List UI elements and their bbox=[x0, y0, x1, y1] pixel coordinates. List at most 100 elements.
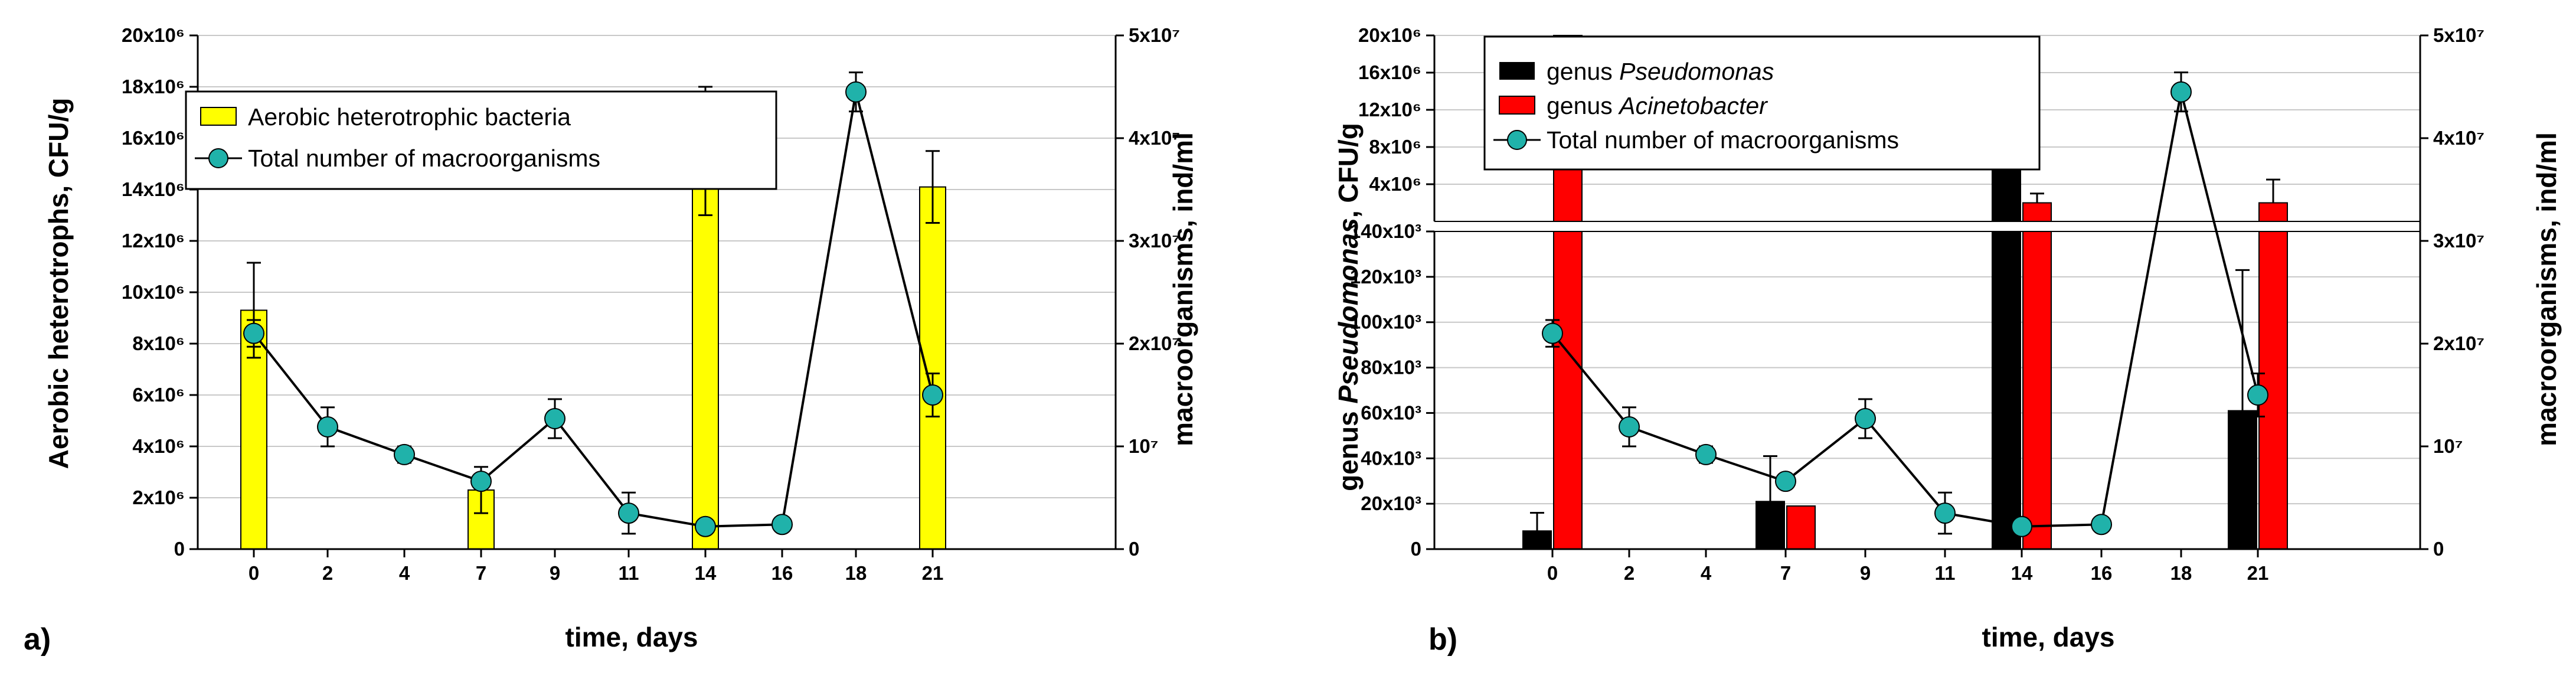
panel-b-y-tick-label: 120x10³ bbox=[1350, 266, 1421, 288]
panel-a-x-tick-label: 18 bbox=[845, 562, 867, 584]
panel-a-y2-tick-label: 5x10⁷ bbox=[1129, 24, 1180, 46]
panel-b-legend-line-text: Total number of macroorganisms bbox=[1547, 126, 1899, 154]
panel-a-chart: 0 2x10⁶ 4x10⁶ 6x10⁶ 8x10⁶ 10x10⁶ 12x10⁶ 14x10⁶ 1… bbox=[122, 24, 1180, 584]
panel-a-x-tick-label: 2 bbox=[322, 562, 333, 584]
panel-b-legend-black-swatch bbox=[1499, 62, 1535, 80]
panel-b-point-day-14 bbox=[2011, 515, 2032, 537]
panel-b-x-tick-label: 21 bbox=[2247, 562, 2269, 584]
panel-b-legend-red-italic: Acinetobacter bbox=[1617, 92, 1768, 119]
panel-a-y-tick-label: 2x10⁶ bbox=[132, 487, 185, 508]
panel-b-bar-acinetobacter-day-21 bbox=[2258, 202, 2288, 550]
panel-b-bar-pseudomonas-day-7 bbox=[1756, 501, 1785, 550]
panel-a-y-tick-label: 10x10⁶ bbox=[122, 281, 185, 303]
panel-a-point-day-9 bbox=[544, 408, 565, 430]
panel-a-y2-tick-label: 0 bbox=[1129, 538, 1139, 560]
panel-a-x-axis-label: time, days bbox=[565, 622, 698, 652]
panel-b-y-tick-label-upper: 8x10⁶ bbox=[1369, 136, 1421, 158]
panel-b-y-tick-label-upper: 4x10⁶ bbox=[1369, 173, 1421, 195]
panel-b-legend-red-prefix: genus bbox=[1547, 92, 1619, 119]
panel-a-y-tick-label: 18x10⁶ bbox=[122, 76, 185, 97]
panel-b-y-tick-label: 100x10³ bbox=[1350, 311, 1421, 333]
panel-a-point-day-21 bbox=[922, 384, 943, 406]
panel-a-y2-tick-label: 3x10⁷ bbox=[1129, 230, 1180, 252]
panel-a-y-tick-label: 0 bbox=[174, 538, 185, 560]
panel-b-legend-black-italic: Pseudomonas bbox=[1619, 58, 1774, 85]
panel-a-point-day-0 bbox=[243, 322, 264, 344]
panel-b-y-tick-label-upper: 12x10⁶ bbox=[1358, 99, 1421, 120]
panel-b-legend-red-swatch bbox=[1499, 96, 1535, 115]
panel-b-point-day-9 bbox=[1855, 408, 1876, 430]
panel-b-axis-break-gap bbox=[1423, 221, 2432, 231]
panel-b-legend-marker-swatch bbox=[1507, 130, 1527, 150]
panel-b-legend-red-text: genus Acinetobacter bbox=[1547, 92, 1768, 119]
panel-a-legend-bar-swatch bbox=[200, 107, 237, 126]
panel-a-label: a) bbox=[24, 622, 51, 657]
panel-a-legend-marker-swatch bbox=[208, 148, 228, 168]
panel-b-y-tick-label: 20x10³ bbox=[1361, 492, 1421, 514]
panel-a-y2-tick-label: 4x10⁷ bbox=[1129, 127, 1180, 149]
panel-a-y-tick-label: 4x10⁶ bbox=[132, 435, 185, 457]
panel-b-bar-acinetobacter-day-14 bbox=[2022, 202, 2052, 550]
panel-b-bar-acinetobacter-day-7 bbox=[1786, 505, 1816, 550]
panel-b-y-tick-label: 0 bbox=[1411, 538, 1421, 560]
panel-b-y-tick-label: 140x10³ bbox=[1350, 220, 1421, 242]
panel-b-point-day-11 bbox=[1934, 502, 1956, 524]
panel-a-legend-line-text: Total number of macroorganisms bbox=[248, 145, 600, 172]
panel-a-legend: Aerobic heterotrophic bacteria Total num… bbox=[185, 90, 777, 190]
panel-a-y-tick-label: 14x10⁶ bbox=[122, 178, 185, 200]
panel-b-legend: genus Pseudomonas genus Acinetobacter To… bbox=[1483, 35, 2041, 171]
panel-b-y2-tick-label: 5x10⁷ bbox=[2433, 24, 2485, 46]
panel-a-x-tick-label: 4 bbox=[399, 562, 410, 584]
panel-b-point-day-18 bbox=[2170, 81, 2192, 103]
panel-a-y2-tick-label: 2x10⁷ bbox=[1129, 332, 1180, 354]
panel-b-y2-tick-label: 4x10⁷ bbox=[2433, 127, 2485, 149]
panel-a-y2-axis-label: macroorganisms, ind/ml bbox=[1168, 132, 1198, 446]
panel-a-point-day-14 bbox=[695, 515, 716, 537]
panel-a-legend-bars-text: Aerobic heterotrophic bacteria bbox=[248, 103, 571, 130]
panel-a-point-day-7 bbox=[470, 471, 492, 492]
panel-b-x-tick-label: 4 bbox=[1701, 562, 1712, 584]
panel-b-x-tick-label: 2 bbox=[1624, 562, 1634, 584]
panel-b-y-tick-label-upper: 20x10⁶ bbox=[1358, 24, 1421, 46]
panel-a-y-axis-label: Aerobic heterotrophs, CFU/g bbox=[43, 98, 74, 469]
panel-b-macroorganism-line bbox=[1551, 92, 2259, 528]
panel-a-bar-day-21 bbox=[919, 186, 946, 550]
panel-b-y-axis-label-italic: Pseudomonas bbox=[1333, 218, 1364, 403]
panel-a-y-tick-label: 6x10⁶ bbox=[132, 384, 185, 406]
panel-a-point-day-16 bbox=[772, 514, 793, 536]
panel-a-x-tick-label: 9 bbox=[550, 562, 560, 584]
panel-b-x-axis-label: time, days bbox=[1982, 622, 2115, 652]
panel-a-point-day-18 bbox=[845, 81, 867, 103]
panel-a-legend-box bbox=[185, 90, 777, 190]
panel-b-point-day-0 bbox=[1542, 322, 1563, 344]
panel-a-x-tick-label: 7 bbox=[476, 562, 486, 584]
panel-b-point-day-7 bbox=[1775, 471, 1796, 492]
panel-b-y-axis-label: genus Pseudomonas, CFU/g bbox=[1333, 123, 1364, 491]
panel-b-legend-box bbox=[1483, 35, 2041, 171]
panel-b-y2-tick-label: 10⁷ bbox=[2433, 435, 2463, 457]
panel-b-bar-pseudomonas-day-21 bbox=[2228, 410, 2257, 550]
panel-b-label: b) bbox=[1428, 622, 1457, 657]
panel-a-point-day-4 bbox=[394, 443, 415, 465]
panel-b-x-tick-label: 14 bbox=[2011, 562, 2033, 584]
panel-b-x-tick-label: 9 bbox=[1860, 562, 1871, 584]
panel-b-x-tick-label: 11 bbox=[1935, 562, 1956, 584]
panel-b-x-tick-label: 16 bbox=[2091, 562, 2113, 584]
panel-b-y2-axis-label: macroorganisms, ind/ml bbox=[2531, 132, 2562, 446]
panel-b-bar-pseudomonas-day-0 bbox=[1522, 530, 1552, 550]
panel-a-y-tick-label: 16x10⁶ bbox=[122, 127, 185, 149]
panel-b-y-tick-label: 40x10³ bbox=[1361, 447, 1421, 469]
panel-b-x-tick-label: 7 bbox=[1780, 562, 1791, 584]
panel-b-y-axis-label-prefix: genus bbox=[1333, 404, 1364, 491]
panel-b-point-day-2 bbox=[1619, 416, 1640, 438]
panel-a-y-tick-label: 12x10⁶ bbox=[122, 230, 185, 252]
panel-a-y-tick-label: 8x10⁶ bbox=[132, 332, 185, 354]
panel-b-point-day-16 bbox=[2091, 514, 2112, 536]
panel-a-y2-tick-label: 10⁷ bbox=[1129, 435, 1158, 457]
panel-b-x-tick-label: 0 bbox=[1547, 562, 1558, 584]
panel-a-x-tick-label: 16 bbox=[772, 562, 793, 584]
panel-b-point-day-4 bbox=[1695, 443, 1717, 465]
panel-a-macroorganism-line bbox=[253, 92, 934, 528]
panel-a-x-tick-label: 0 bbox=[249, 562, 259, 584]
panel-b-y-tick-label-upper: 16x10⁶ bbox=[1358, 61, 1421, 83]
